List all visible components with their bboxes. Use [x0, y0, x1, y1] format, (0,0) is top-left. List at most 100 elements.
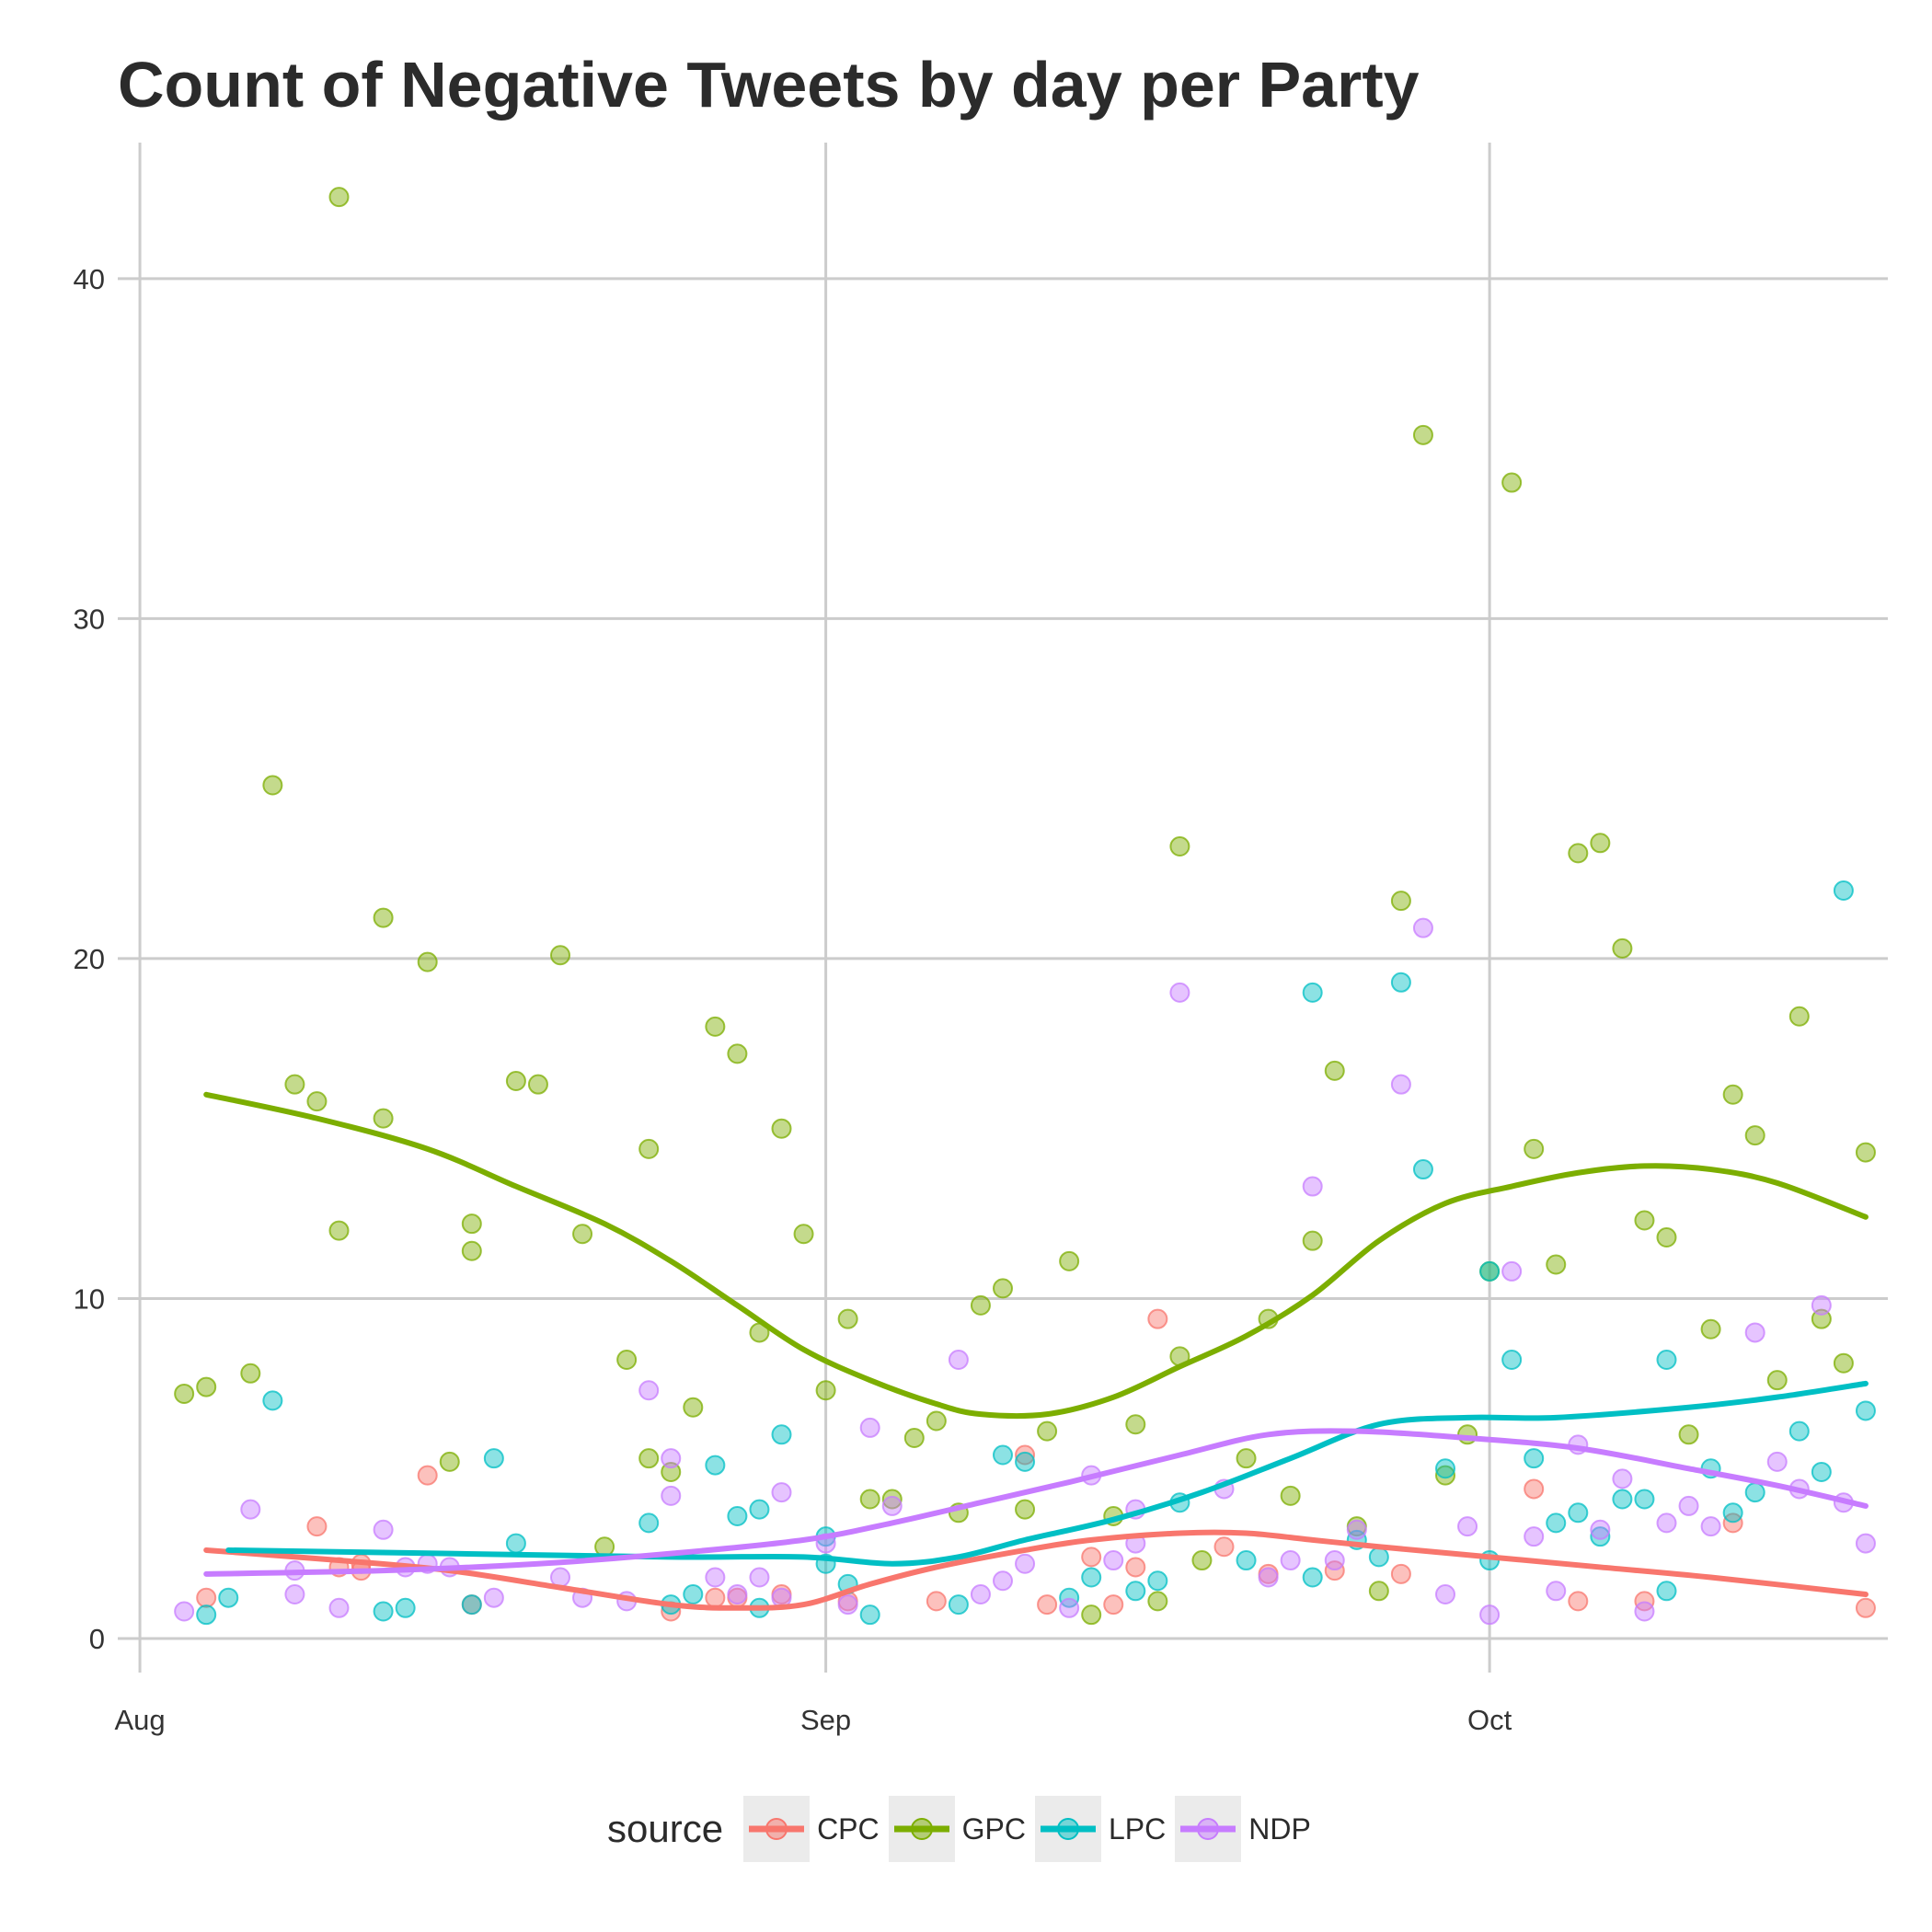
legend-title: source — [607, 1807, 724, 1850]
point-gpc — [240, 1363, 261, 1384]
point-gpc — [527, 1074, 548, 1095]
point-gpc — [1435, 1465, 1455, 1486]
point-ndp — [837, 1594, 858, 1616]
point-gpc — [926, 1410, 947, 1432]
point-gpc — [970, 1294, 991, 1316]
point-gpc — [881, 1489, 903, 1510]
point-ndp — [174, 1601, 195, 1622]
point-lpc — [1656, 1350, 1677, 1371]
point-ndp — [1435, 1584, 1455, 1605]
point-ndp — [638, 1380, 660, 1401]
y-tick-label: 40 — [74, 263, 105, 295]
point-gpc — [174, 1383, 195, 1404]
point-ndp — [1258, 1567, 1279, 1588]
point-ndp — [1766, 1451, 1788, 1472]
point-lpc — [1722, 1502, 1743, 1524]
point-lpc — [1568, 1502, 1589, 1524]
point-ndp — [1302, 1176, 1323, 1197]
point-lpc — [638, 1512, 660, 1534]
point-cpc — [417, 1465, 438, 1486]
point-ndp — [661, 1485, 682, 1506]
point-ndp — [483, 1587, 504, 1608]
point-gpc — [638, 1448, 660, 1469]
point-lpc — [1634, 1489, 1655, 1510]
point-ndp — [749, 1567, 770, 1588]
legend-label-ndp: NDP — [1248, 1811, 1311, 1846]
point-lpc — [1479, 1260, 1501, 1282]
legend-key-ndp — [1175, 1796, 1242, 1862]
chart-title: Count of Negative Tweets by day per Part… — [118, 49, 1420, 121]
data-points — [174, 187, 1876, 1626]
point-ndp — [240, 1499, 261, 1520]
point-ndp — [948, 1350, 969, 1371]
point-gpc — [993, 1278, 1013, 1299]
point-gpc — [1788, 1006, 1810, 1027]
point-lpc — [1390, 972, 1411, 993]
point-cpc — [1015, 1444, 1036, 1466]
y-tick-label: 20 — [74, 943, 105, 975]
gridlines — [118, 143, 1888, 1673]
point-gpc — [1147, 1591, 1168, 1612]
point-lpc — [1656, 1581, 1677, 1602]
legend-key-lpc — [1034, 1796, 1101, 1862]
point-gpc — [461, 1240, 482, 1261]
legend-key-gpc — [888, 1796, 955, 1862]
point-lpc — [1125, 1581, 1146, 1602]
point-lpc — [1368, 1547, 1389, 1568]
point-ndp — [1634, 1601, 1655, 1622]
point-cpc — [1634, 1591, 1655, 1612]
point-lpc — [727, 1506, 748, 1527]
point-gpc — [1524, 1138, 1545, 1159]
point-cpc — [926, 1591, 947, 1612]
point-gpc — [1280, 1485, 1301, 1506]
legend: source CPC GPC LPC NDP — [607, 1792, 1320, 1866]
point-gpc — [550, 945, 570, 966]
point-cpc — [1081, 1547, 1102, 1568]
point-lpc — [859, 1604, 880, 1626]
point-gpc — [1855, 1142, 1876, 1163]
point-lpc — [683, 1584, 704, 1605]
point-gpc — [1368, 1581, 1389, 1602]
point-gpc — [572, 1224, 593, 1245]
trend-line-gpc — [203, 1091, 1869, 1420]
point-lpc — [705, 1455, 726, 1476]
point-gpc — [306, 1091, 328, 1112]
point-gpc — [1390, 891, 1411, 912]
point-gpc — [1833, 1352, 1854, 1374]
point-ndp — [1412, 917, 1433, 938]
point-lpc — [1302, 1567, 1323, 1588]
x-tick-label: Sep — [800, 1704, 851, 1736]
point-gpc — [1590, 833, 1611, 854]
point-lpc — [1302, 982, 1323, 1003]
point-ndp — [1390, 1074, 1411, 1095]
point-gpc — [1412, 424, 1433, 445]
point-ndp — [1479, 1604, 1501, 1626]
point-gpc — [1015, 1499, 1036, 1520]
point-ndp — [1656, 1512, 1677, 1534]
legend-key-cpc — [743, 1796, 811, 1862]
point-lpc — [395, 1597, 416, 1618]
legend-label-cpc: CPC — [817, 1811, 880, 1846]
point-cpc — [1125, 1557, 1146, 1578]
point-ndp — [1103, 1550, 1124, 1571]
point-gpc — [1656, 1226, 1677, 1248]
point-gpc — [1236, 1448, 1257, 1469]
point-cpc — [1213, 1536, 1235, 1558]
point-ndp — [705, 1567, 726, 1588]
point-lpc — [1501, 1350, 1523, 1371]
trend-line-cpc — [203, 1529, 1869, 1611]
point-gpc — [1081, 1604, 1102, 1626]
point-ndp — [1811, 1294, 1832, 1316]
point-ndp — [1700, 1516, 1721, 1537]
point-cpc — [1037, 1594, 1058, 1616]
x-tick-label: Aug — [114, 1704, 165, 1736]
point-gpc — [815, 1380, 836, 1401]
point-lpc — [771, 1424, 792, 1445]
point-lpc — [1811, 1461, 1832, 1482]
point-ndp — [1457, 1516, 1478, 1537]
point-lpc — [1546, 1512, 1567, 1534]
point-lpc — [196, 1604, 217, 1626]
point-cpc — [1103, 1594, 1124, 1616]
point-lpc — [218, 1587, 239, 1608]
point-gpc — [461, 1213, 482, 1235]
